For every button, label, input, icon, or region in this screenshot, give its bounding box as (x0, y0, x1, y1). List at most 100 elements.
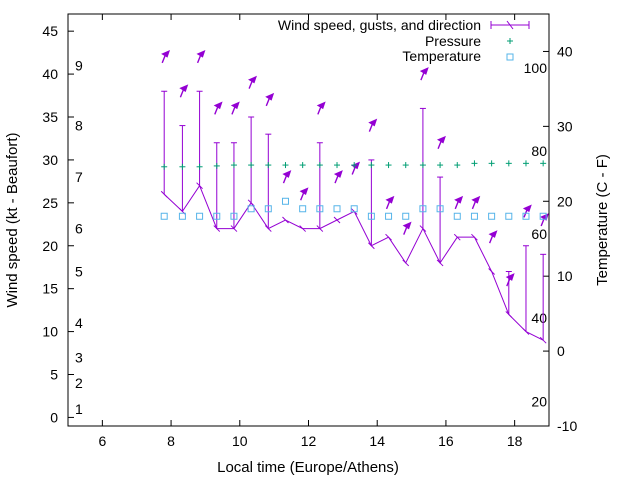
pressure-point-15 (419, 162, 426, 169)
pressure-point-20 (505, 160, 512, 167)
plot-elements: 6 8 10 12 14 16 18051015202530354045-100102030… (42, 14, 577, 449)
legend-wind-label: Wind speed, gusts, and direction (278, 17, 481, 33)
pressure-point-8 (299, 162, 306, 169)
temperature-point-18 (470, 212, 478, 220)
fahrenheit-label-40: 40 (531, 310, 547, 326)
temperature-point-9 (316, 205, 324, 213)
pressure-point-10 (334, 162, 341, 169)
plot-frame (67, 13, 550, 427)
y-tick-label-30: 30 (42, 152, 58, 168)
wind-speed-point-3 (213, 225, 221, 232)
pressure-point-9 (316, 162, 323, 169)
y-tick-label-0: 0 (50, 409, 58, 425)
pressure-point-22 (540, 160, 547, 167)
temperature-point-1 (178, 212, 186, 220)
wind-speed-point-8 (299, 225, 307, 232)
temperature-point-17 (453, 212, 461, 220)
wind-speed-point-20 (505, 311, 513, 318)
wind-arrow-head-6 (265, 92, 275, 101)
wind-speed-point-4 (230, 225, 238, 232)
legend-temperature-label: Temperature (402, 48, 481, 64)
temperature-point-0 (160, 212, 168, 220)
beaufort-label-5: 5 (75, 264, 83, 280)
pressure-point-6 (265, 162, 272, 169)
temperature-point-15 (419, 205, 427, 213)
temperature-point-2 (196, 212, 204, 220)
pressure-point-19 (488, 160, 495, 167)
wind-arrow-head-9 (316, 101, 326, 110)
legend-temperature-marker (506, 53, 514, 61)
wind-arrow-head-5 (248, 75, 257, 84)
fahrenheit-label-60: 60 (531, 226, 547, 242)
wind-arrow-head-16 (436, 135, 446, 144)
y-tick-label-15: 15 (42, 281, 58, 297)
wind-arrow-head-7 (282, 170, 292, 178)
x-tick-label-6: 6 (98, 433, 106, 449)
wind-speed-point-12 (368, 242, 375, 250)
beaufort-label-4: 4 (75, 315, 83, 331)
wind-arrow-head-0 (161, 50, 171, 58)
wind-speed-point-0 (160, 190, 168, 198)
pressure-point-16 (437, 162, 444, 169)
temperature-point-14 (402, 212, 410, 220)
pressure-point-12 (368, 162, 375, 169)
wind-arrow-head-8 (299, 187, 309, 195)
wind-arrow-head-15 (419, 67, 429, 75)
y2-tick-label--10: -10 (557, 418, 577, 434)
y-axis-label: Wind speed (kt - Beaufort) (4, 132, 21, 307)
legend: Wind speed, gusts, and direction Pressur… (278, 17, 530, 64)
temperature-point-5 (247, 205, 255, 213)
pressure-point-0 (161, 163, 168, 170)
temperature-point-16 (436, 205, 444, 213)
wind-speed-line (163, 184, 544, 341)
wind-speed-point-13 (385, 233, 392, 241)
y2-tick-label-20: 20 (557, 193, 573, 209)
legend-pressure-label: Pressure (425, 33, 481, 49)
y-tick-label-20: 20 (42, 238, 58, 254)
y2-tick-label-10: 10 (557, 268, 573, 284)
x-tick-label-10: 10 (232, 433, 248, 449)
pressure-point-7 (282, 162, 289, 169)
pressure-point-18 (471, 160, 478, 167)
y2-tick-label-40: 40 (557, 43, 573, 59)
wind-speed-point-15 (419, 225, 427, 232)
beaufort-label-3: 3 (75, 349, 83, 365)
y-tick-label-25: 25 (42, 195, 58, 211)
pressure-point-14 (402, 162, 409, 169)
temperature-point-19 (488, 212, 496, 220)
wind-arrow-head-12 (368, 118, 378, 127)
pressure-point-21 (522, 160, 529, 167)
x-tick-label-18: 18 (507, 433, 523, 449)
wind-arrow-head-14 (402, 221, 412, 230)
wind-arrow-head-3 (213, 101, 223, 110)
pressure-point-5 (248, 162, 255, 169)
pressure-point-2 (196, 163, 203, 170)
wind-arrow-head-17 (454, 195, 464, 204)
wind-speed-point-18 (471, 233, 478, 241)
fahrenheit-label-100: 100 (524, 60, 548, 76)
beaufort-label-2: 2 (75, 375, 83, 391)
fahrenheit-label-20: 20 (531, 393, 547, 409)
wind-speed-point-19 (488, 268, 495, 275)
wind-arrow-head-21 (522, 204, 532, 213)
wind-speed-point-6 (264, 225, 272, 232)
pressure-point-17 (454, 162, 461, 169)
temperature-point-12 (367, 212, 375, 220)
temperature-point-22 (539, 212, 547, 220)
beaufort-label-1: 1 (75, 401, 83, 417)
legend-wind-marker (506, 20, 514, 30)
wind-speed-point-22 (539, 336, 547, 344)
beaufort-label-7: 7 (75, 169, 83, 185)
wind-arrow-head-19 (488, 230, 498, 238)
x-tick-label-16: 16 (438, 433, 454, 449)
y2-tick-label-30: 30 (557, 118, 573, 134)
temperature-point-20 (505, 212, 513, 220)
y-tick-label-35: 35 (42, 109, 58, 125)
pressure-point-3 (213, 162, 220, 169)
wind-speed-point-21 (522, 328, 530, 335)
wind-speed-point-5 (247, 199, 255, 207)
wind-arrow-head-4 (230, 101, 240, 110)
wind-arrow-head-20 (505, 273, 515, 281)
beaufort-label-9: 9 (75, 58, 83, 74)
